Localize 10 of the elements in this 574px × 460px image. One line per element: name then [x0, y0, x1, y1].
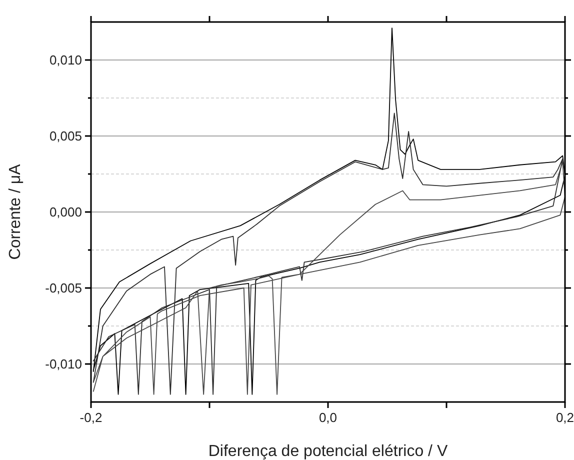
y-tick-label: 0,000 — [49, 204, 82, 220]
y-tick-label: -0,010 — [45, 356, 82, 372]
y-tick-label: 0,010 — [49, 52, 82, 68]
y-axis-title: Corrente / μA — [7, 164, 24, 260]
x-tick-label: 0,0 — [318, 410, 338, 425]
x-axis-title: Diferença de potencial elétrico / V — [208, 443, 448, 460]
x-tick-label: 0,2 — [556, 410, 574, 425]
x-tick-label: -0,2 — [80, 410, 102, 425]
y-tick-label: 0,005 — [49, 128, 82, 144]
y-tick-label: -0,005 — [45, 280, 82, 296]
